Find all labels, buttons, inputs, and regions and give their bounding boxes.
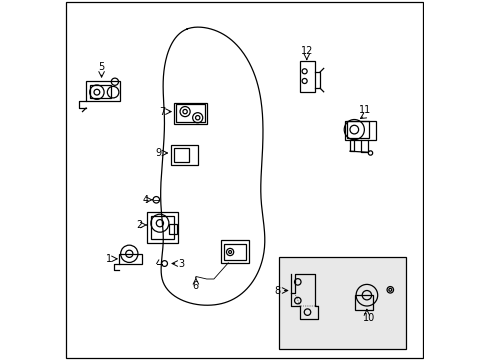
Bar: [86, 81, 120, 101]
Bar: [89, 85, 111, 98]
Bar: [224, 244, 245, 260]
Bar: [221, 240, 249, 263]
Text: 1: 1: [106, 254, 112, 264]
Text: 5: 5: [98, 62, 104, 72]
Bar: [345, 121, 375, 140]
Bar: [170, 145, 197, 165]
Bar: [355, 295, 373, 310]
Bar: [300, 61, 314, 92]
Text: 4: 4: [142, 195, 149, 205]
Bar: [174, 148, 188, 162]
Text: 7: 7: [159, 107, 165, 117]
Text: 8: 8: [274, 285, 280, 296]
Text: 3: 3: [178, 258, 184, 269]
Text: 10: 10: [362, 313, 374, 323]
Text: 9: 9: [155, 148, 162, 158]
Bar: [118, 254, 142, 264]
Bar: [176, 104, 204, 122]
Text: 12: 12: [300, 46, 312, 56]
Bar: [151, 216, 174, 239]
Bar: [168, 224, 177, 234]
Text: 11: 11: [358, 105, 370, 115]
Bar: [174, 103, 206, 124]
Text: 2: 2: [136, 220, 142, 230]
Bar: [278, 257, 406, 349]
Bar: [147, 212, 178, 243]
Bar: [346, 121, 368, 138]
Text: 6: 6: [192, 281, 199, 291]
